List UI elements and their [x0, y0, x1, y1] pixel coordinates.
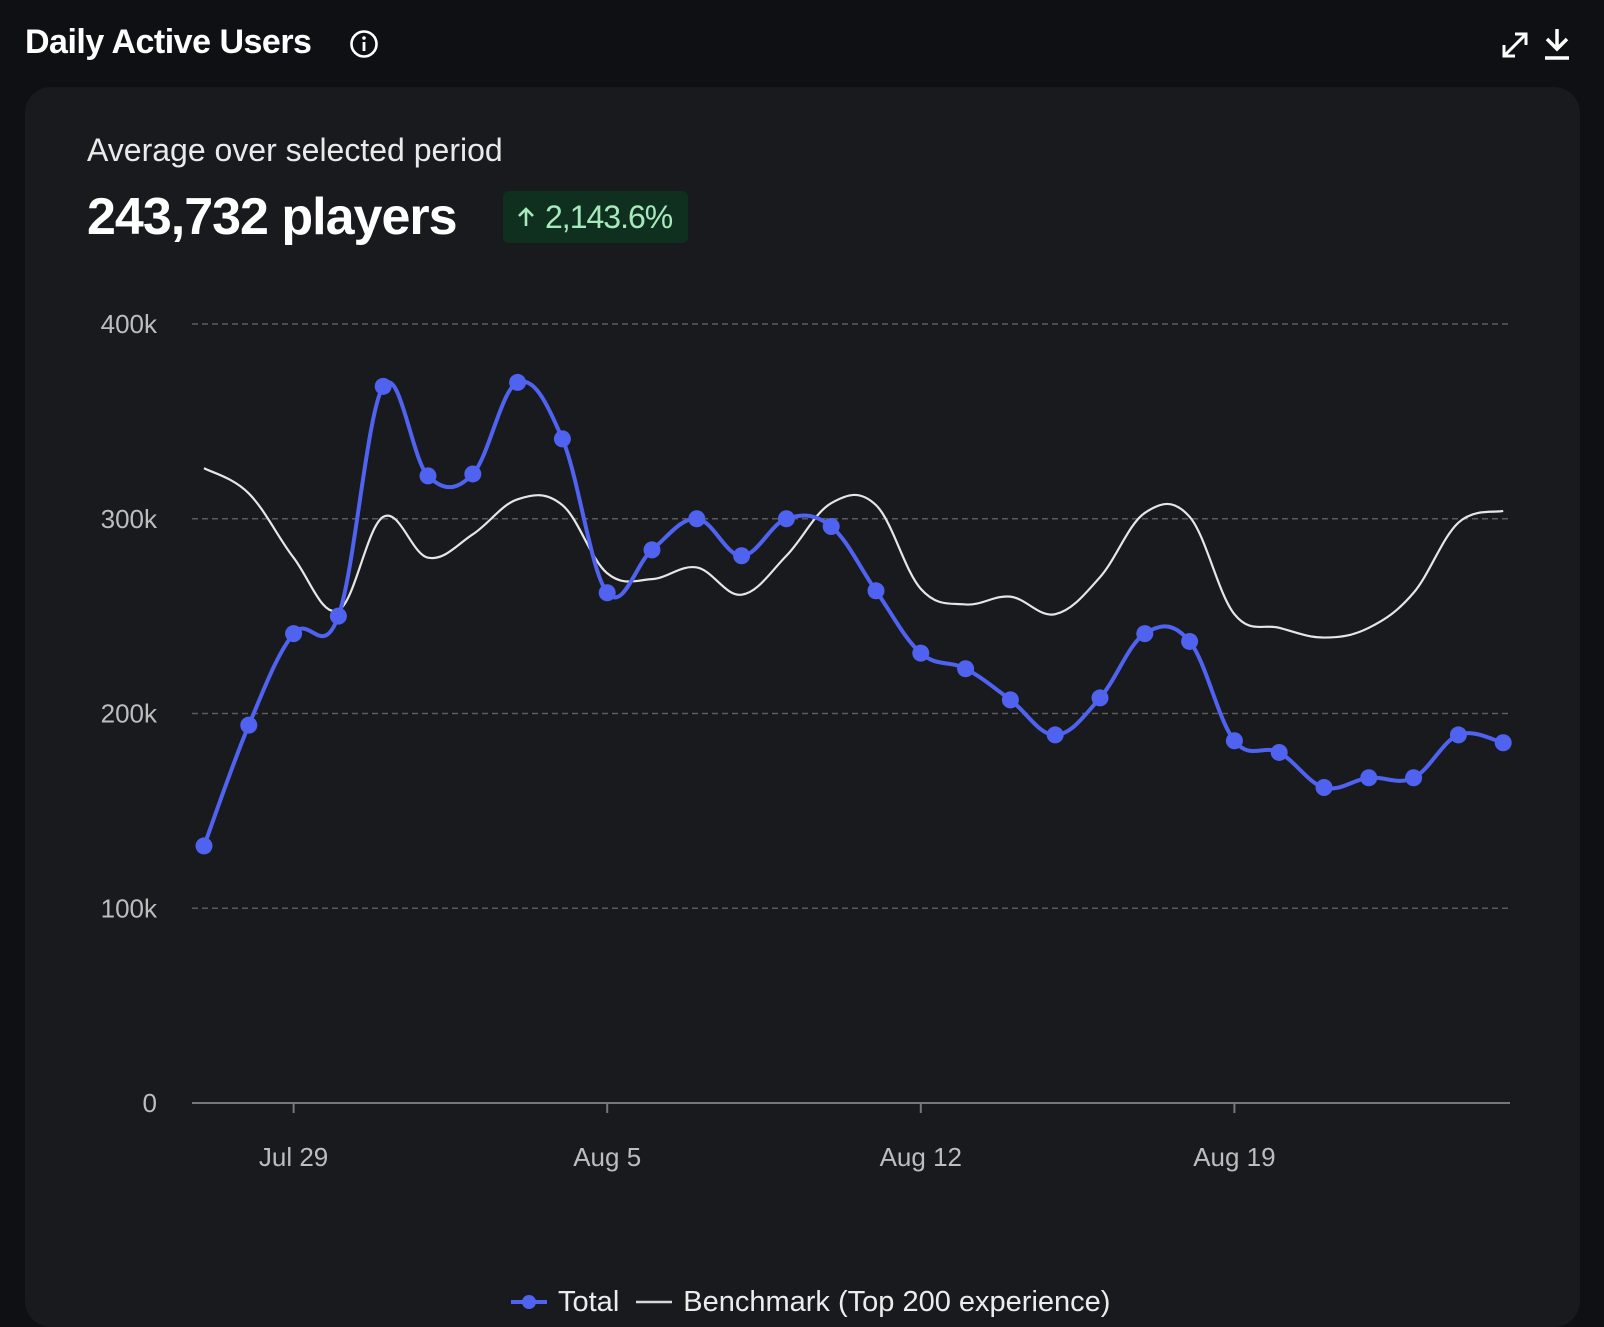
data-point-total [1091, 689, 1109, 707]
download-icon[interactable] [1540, 26, 1574, 62]
data-point-total [240, 716, 258, 734]
legend-total-swatch [511, 1295, 547, 1309]
change-value: 2,143.6% [545, 198, 673, 235]
data-point-total [553, 430, 571, 448]
data-point-total [509, 373, 527, 391]
data-point-total [419, 467, 437, 485]
x-tick-label: Jul 29 [259, 1142, 328, 1172]
data-point-total [1046, 726, 1064, 744]
dau-line-chart: 0 100k 200k 300k 400k Jul 29 Aug 5 Aug 12 Aug 19 [101, 309, 1512, 1172]
y-tick-label: 0 [143, 1088, 157, 1118]
y-tick-label: 400k [101, 309, 158, 339]
chart-header: Daily Active Users [25, 18, 1580, 68]
data-point-total [688, 510, 706, 528]
data-point-total [464, 465, 482, 483]
data-point-total [1449, 726, 1467, 744]
data-point-total [285, 625, 303, 643]
info-icon[interactable] [348, 28, 380, 60]
y-tick-label: 300k [101, 504, 158, 534]
legend-benchmark-label: Benchmark (Top 200 experience) [683, 1285, 1111, 1318]
chart-legend: Total Benchmark (Top 200 experience) [510, 1282, 1110, 1322]
x-tick-label: Aug 5 [573, 1142, 641, 1172]
data-point-total [1360, 769, 1378, 787]
data-point-total [1001, 691, 1019, 709]
chart-title: Daily Active Users [25, 23, 312, 61]
legend-total-label: Total [558, 1285, 620, 1318]
legend-benchmark-swatch [636, 1300, 673, 1304]
data-point-total [1136, 625, 1154, 643]
arrow-up-icon [518, 207, 534, 226]
legend-item-benchmark[interactable]: Benchmark (Top 200 experience) [635, 1286, 1110, 1319]
data-point-total [329, 607, 347, 625]
legend-item-total[interactable]: Total [510, 1286, 619, 1319]
data-point-total [1225, 732, 1243, 750]
summary-value: 243,732 players [87, 188, 458, 246]
x-tick-label: Aug 12 [880, 1142, 962, 1172]
data-point-total [598, 584, 616, 602]
data-point-total [1270, 743, 1288, 761]
data-point-total [957, 660, 975, 678]
series-line-benchmark [203, 467, 1504, 639]
data-point-total [1494, 734, 1512, 752]
data-point-total [822, 518, 840, 536]
data-point-total [912, 644, 930, 662]
data-point-total [777, 510, 795, 528]
data-point-total [1315, 779, 1333, 797]
data-point-total [195, 837, 213, 855]
y-tick-label: 100k [101, 893, 158, 923]
x-tick-label: Aug 19 [1193, 1142, 1275, 1172]
change-badge: 2,143.6% [503, 191, 689, 243]
expand-icon[interactable] [1498, 28, 1532, 62]
data-point-total [733, 547, 751, 565]
data-point-total [643, 541, 661, 559]
y-tick-label: 200k [101, 699, 158, 729]
series-line-total [202, 379, 1504, 847]
chart-card: Average over selected period 243,732 pla… [25, 87, 1580, 1327]
data-point-total [867, 582, 885, 600]
data-point-total [1405, 769, 1423, 787]
summary-label: Average over selected period [87, 132, 503, 168]
data-point-total [1181, 632, 1199, 650]
data-point-total [374, 377, 392, 395]
